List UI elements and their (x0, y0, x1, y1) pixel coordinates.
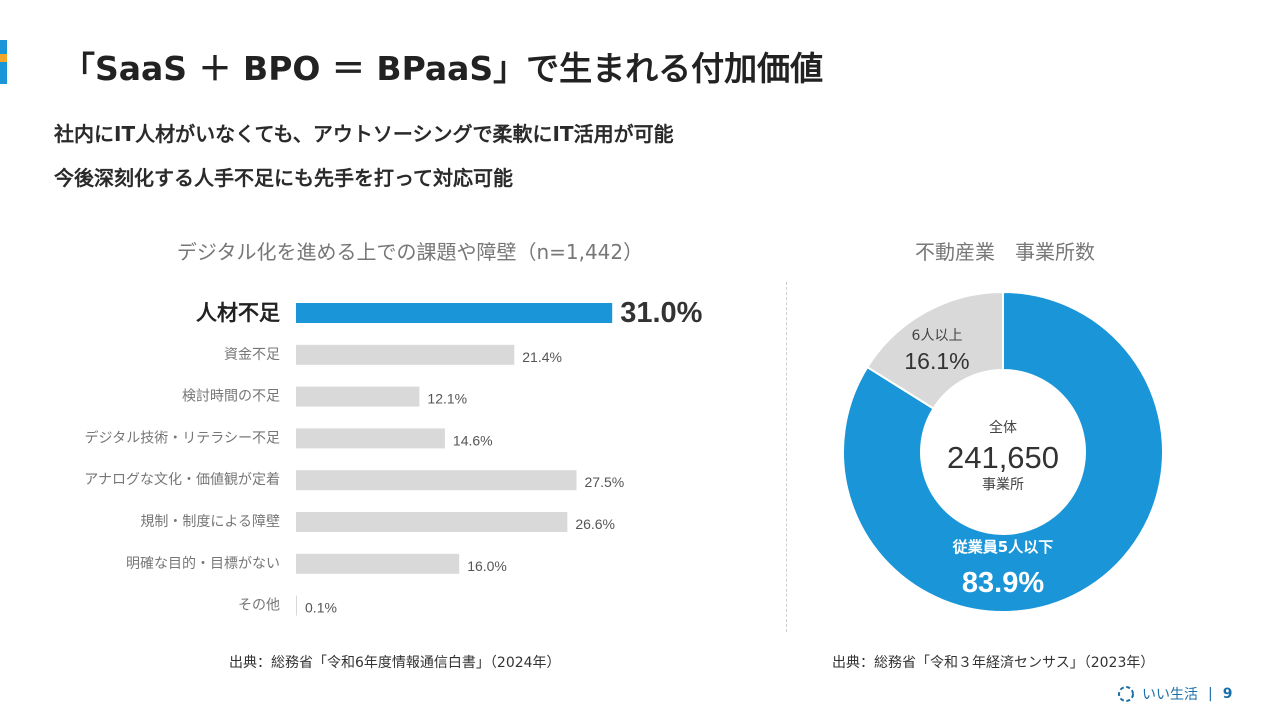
bar-3 (296, 428, 445, 449)
accent-bar-bottom (0, 62, 7, 84)
category-label-6: 明確な目的・目標がない (126, 556, 280, 572)
donut-chart-title: 不動産業 事業所数 (915, 240, 1095, 264)
donut-slice-1 (865, 290, 1004, 410)
slice-label-1: 6人以上 (912, 328, 963, 344)
donut-slice-0 (842, 290, 1164, 613)
value-label-5: 26.6% (575, 516, 615, 532)
subtitle-line-2: 今後深刻化する人手不足にも先手を打って対応可能 (54, 166, 513, 190)
slice-label-0: 従業員5人以下 (952, 538, 1053, 556)
value-label-3: 14.6% (453, 432, 493, 448)
bar-7 (296, 595, 298, 616)
center-label: 全体 (989, 419, 1017, 436)
bar-4 (296, 470, 577, 491)
value-label-4: 27.5% (585, 474, 625, 490)
bar-5 (296, 512, 568, 532)
chart-divider (786, 282, 787, 632)
category-label-5: 規制・制度による障壁 (140, 514, 280, 530)
category-label-3: デジタル技術・リテラシー不足 (85, 429, 280, 446)
bar-6 (296, 553, 460, 574)
footer-logo: いい生活 | 9 (1116, 684, 1232, 704)
bar-chart: 人材不足 31.0% 資金不足 21.4% 検討時間の不足 12.1% デジタル技術・リテラ… (84, 297, 703, 616)
center-value: 241,650 (947, 440, 1059, 475)
category-label-2: 検討時間の不足 (182, 389, 280, 405)
bar-2 (296, 386, 420, 407)
bar-chart-title: デジタル化を進める上での課題や障壁（n=1,442） (176, 240, 644, 264)
accent-bar-top (0, 40, 7, 54)
value-label-6: 16.0% (467, 558, 507, 574)
bar-1 (296, 344, 515, 365)
bar-0 (296, 303, 613, 323)
logo-text: いい生活 (1142, 687, 1198, 703)
category-label-0: 人材不足 (196, 301, 280, 325)
donut-chart: 従業員5人以下 83.9% 6人以上 16.1% 全体 241,650 事業所 (842, 290, 1164, 613)
value-label-7: 0.1% (305, 600, 337, 616)
accent-bar-middle (0, 54, 7, 62)
page-title: 「SaaS ＋ BPO ＝ BPaaS」で生まれる付加価値 (62, 49, 824, 88)
logo-icon (1118, 686, 1134, 702)
page-number: 9 (1222, 686, 1233, 702)
value-label-0: 31.0% (620, 297, 702, 329)
donut-chart-source: 出典：総務省「令和３年経済センサス」（2023年） (832, 655, 1155, 671)
bar-chart-source: 出典：総務省「令和6年度情報通信白書」（2024年） (229, 655, 561, 671)
category-label-4: アナログな文化・価値観が定着 (84, 471, 280, 488)
value-label-2: 12.1% (427, 391, 467, 407)
center-unit: 事業所 (982, 477, 1024, 493)
footer-separator: | (1208, 686, 1213, 702)
slice-value-0: 83.9% (962, 567, 1044, 599)
category-label-7: その他 (238, 598, 280, 614)
subtitle-line-1: 社内にIT人材がいなくても、アウトソーシングで柔軟にIT活用が可能 (54, 122, 674, 146)
value-label-1: 21.4% (522, 349, 562, 365)
slice-value-1: 16.1% (904, 348, 969, 374)
category-label-1: 資金不足 (224, 347, 280, 363)
